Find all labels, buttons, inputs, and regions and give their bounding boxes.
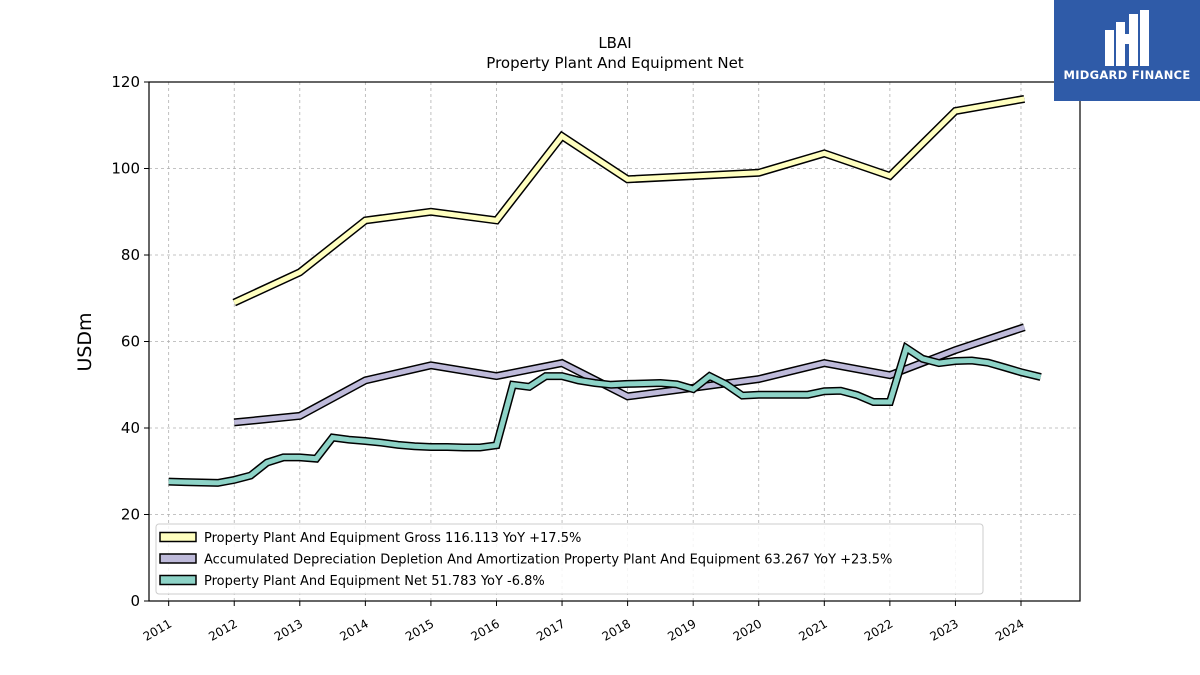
legend-label: Property Plant And Equipment Gross 116.1… bbox=[204, 531, 581, 546]
x-tick-label: 2015 bbox=[403, 616, 436, 643]
chart-subtitle: Property Plant And Equipment Net bbox=[486, 54, 743, 72]
y-tick-label: 40 bbox=[121, 419, 140, 437]
legend-swatch bbox=[159, 531, 197, 543]
series-line-outline bbox=[232, 94, 1025, 307]
legend-swatch bbox=[159, 574, 197, 586]
x-tick-label: 2012 bbox=[206, 616, 239, 643]
legend-label: Accumulated Depreciation Depletion And A… bbox=[204, 553, 892, 568]
y-tick-label: 100 bbox=[111, 160, 140, 178]
x-tick-label: 2018 bbox=[600, 616, 633, 643]
series-3 bbox=[168, 341, 1042, 487]
series-line bbox=[168, 344, 1042, 486]
brand-logo: MIDGARD FINANCE bbox=[1054, 0, 1200, 101]
logo-text: MIDGARD FINANCE bbox=[1063, 68, 1191, 82]
series-2 bbox=[233, 323, 1026, 427]
legend-label: Property Plant And Equipment Net 51.783 … bbox=[204, 574, 545, 589]
x-tick-label: 2023 bbox=[927, 616, 960, 643]
x-tick-label: 2011 bbox=[141, 616, 174, 643]
x-tick-label: 2016 bbox=[469, 616, 502, 643]
y-axis-label: USDm bbox=[74, 312, 96, 371]
legend-swatch bbox=[159, 553, 197, 564]
y-ticks: 0 20 40 60 80 100 120 bbox=[111, 73, 149, 610]
x-ticks: 2011 2012 2013 2014 2015 2016 2017 2018 2019 2020… bbox=[141, 601, 1026, 644]
y-tick-label: 60 bbox=[121, 333, 140, 351]
midgard-logo-icon bbox=[1105, 10, 1149, 66]
series-layer bbox=[168, 94, 1042, 487]
y-tick-label: 20 bbox=[121, 506, 140, 524]
series-1 bbox=[232, 94, 1025, 307]
series-line bbox=[233, 324, 1026, 425]
series-line bbox=[233, 96, 1025, 305]
x-tick-label: 2024 bbox=[993, 616, 1026, 643]
grid bbox=[149, 81, 1080, 602]
y-tick-label: 120 bbox=[111, 73, 140, 91]
chart-title: LBAI bbox=[598, 34, 631, 52]
x-tick-label: 2019 bbox=[665, 616, 698, 643]
y-tick-label: 0 bbox=[130, 592, 140, 610]
legend: Property Plant And Equipment Gross 116.1… bbox=[155, 523, 984, 595]
x-tick-label: 2022 bbox=[862, 616, 895, 643]
y-tick-label: 80 bbox=[121, 246, 140, 264]
x-tick-label: 2013 bbox=[272, 616, 305, 643]
x-tick-label: 2014 bbox=[337, 616, 370, 643]
legend-box bbox=[155, 523, 984, 595]
x-tick-label: 2021 bbox=[796, 616, 829, 643]
x-tick-label: 2020 bbox=[731, 616, 764, 643]
x-tick-label: 2017 bbox=[534, 616, 567, 643]
